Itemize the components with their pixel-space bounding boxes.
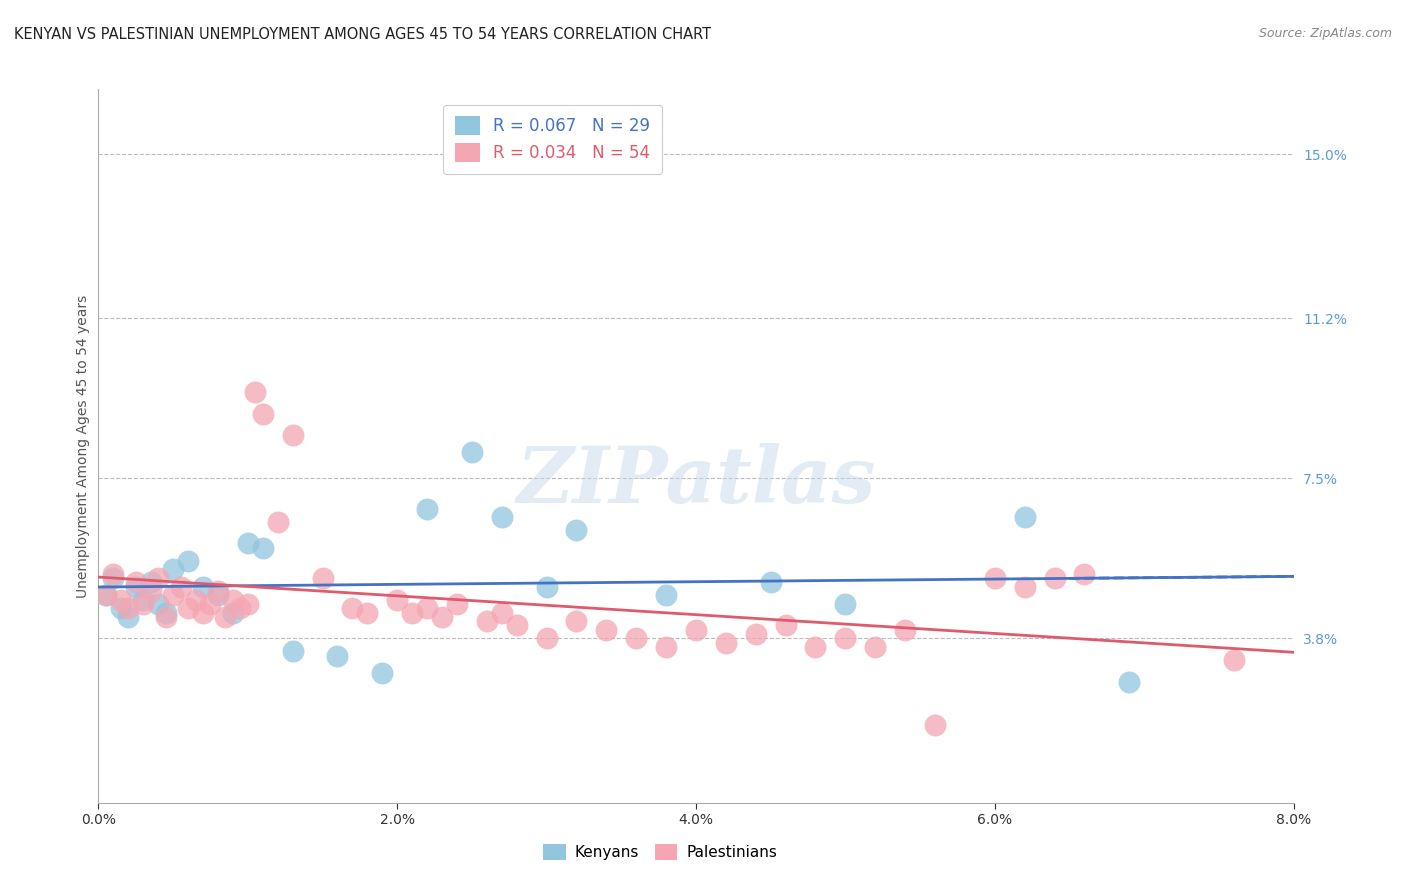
Point [356, 606, 378, 620]
Point [214, 610, 236, 624]
Point [229, 601, 252, 615]
Point [169, 580, 191, 594]
Point [191, 606, 214, 620]
Point [834, 597, 856, 611]
Point [155, 606, 177, 620]
Point [401, 606, 423, 620]
Point [139, 575, 162, 590]
Point [245, 384, 267, 399]
Point [416, 501, 439, 516]
Point [626, 632, 648, 646]
Point [1043, 571, 1066, 585]
Point [191, 580, 214, 594]
Text: Source: ZipAtlas.com: Source: ZipAtlas.com [1258, 27, 1392, 40]
Point [132, 592, 155, 607]
Point [595, 623, 617, 637]
Point [416, 601, 439, 615]
Point [207, 588, 229, 602]
Point [326, 648, 349, 663]
Point [1014, 580, 1036, 594]
Point [834, 632, 856, 646]
Point [430, 610, 453, 624]
Point [685, 623, 707, 637]
Point [491, 510, 513, 524]
Point [222, 592, 245, 607]
Point [565, 524, 588, 538]
Point [536, 632, 558, 646]
Point [311, 571, 333, 585]
Point [132, 597, 155, 611]
Point [1223, 653, 1246, 667]
Legend: Kenyans, Palestinians: Kenyans, Palestinians [537, 838, 783, 866]
Point [222, 606, 245, 620]
Point [207, 583, 229, 598]
Point [117, 610, 139, 624]
Point [475, 614, 498, 628]
Point [506, 618, 529, 632]
Point [94, 588, 117, 602]
Point [139, 583, 162, 598]
Point [1073, 566, 1095, 581]
Y-axis label: Unemployment Among Ages 45 to 54 years: Unemployment Among Ages 45 to 54 years [76, 294, 90, 598]
Point [804, 640, 827, 654]
Point [110, 592, 132, 607]
Point [103, 566, 125, 581]
Point [267, 515, 290, 529]
Point [94, 588, 117, 602]
Point [281, 644, 304, 658]
Point [184, 592, 207, 607]
Point [745, 627, 768, 641]
Point [759, 575, 782, 590]
Point [117, 601, 139, 615]
Point [446, 597, 468, 611]
Point [491, 606, 513, 620]
Point [177, 601, 200, 615]
Point [385, 592, 409, 607]
Point [924, 718, 946, 732]
Point [125, 575, 148, 590]
Point [1014, 510, 1036, 524]
Point [984, 571, 1007, 585]
Point [200, 597, 222, 611]
Point [461, 445, 484, 459]
Point [252, 407, 274, 421]
Point [865, 640, 887, 654]
Point [103, 571, 125, 585]
Point [110, 601, 132, 615]
Point [565, 614, 588, 628]
Text: KENYAN VS PALESTINIAN UNEMPLOYMENT AMONG AGES 45 TO 54 YEARS CORRELATION CHART: KENYAN VS PALESTINIAN UNEMPLOYMENT AMONG… [14, 27, 711, 42]
Point [125, 580, 148, 594]
Point [536, 580, 558, 594]
Point [342, 601, 364, 615]
Point [1118, 674, 1140, 689]
Point [236, 536, 259, 550]
Point [162, 588, 184, 602]
Point [655, 640, 678, 654]
Point [236, 597, 259, 611]
Point [714, 636, 737, 650]
Text: ZIPatlas: ZIPatlas [516, 443, 876, 520]
Point [148, 571, 170, 585]
Point [775, 618, 797, 632]
Point [894, 623, 917, 637]
Point [371, 666, 394, 681]
Point [655, 588, 678, 602]
Point [148, 597, 170, 611]
Point [177, 553, 200, 567]
Point [281, 428, 304, 442]
Point [252, 541, 274, 555]
Point [155, 610, 177, 624]
Point [162, 562, 184, 576]
